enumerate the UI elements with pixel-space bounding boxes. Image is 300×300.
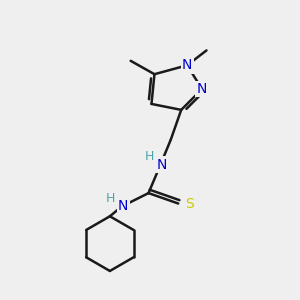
Text: S: S [185,196,194,211]
Text: H: H [106,192,115,205]
Text: N: N [118,200,128,214]
Text: N: N [182,58,192,72]
Text: N: N [197,82,207,96]
Text: N: N [157,158,167,172]
Text: H: H [144,150,154,163]
